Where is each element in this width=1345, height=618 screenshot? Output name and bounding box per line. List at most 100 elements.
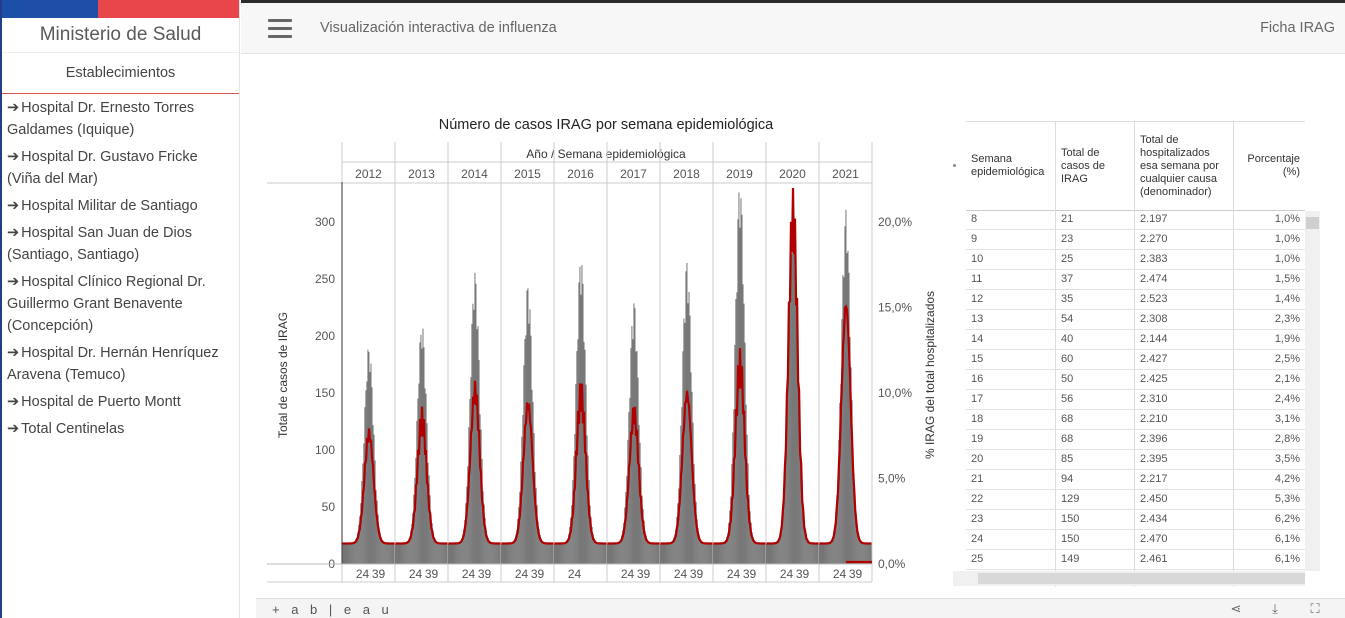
bar	[705, 543, 707, 564]
table-row[interactable]: 15 60 2.427 2,5%	[966, 350, 1305, 370]
bar	[826, 543, 828, 564]
bar	[504, 543, 505, 564]
bar	[870, 543, 872, 564]
bar	[800, 475, 802, 564]
table-row[interactable]: 8 21 2.197 1,0%	[966, 210, 1305, 230]
table-row[interactable]: 19 68 2.396 2,8%	[966, 430, 1305, 450]
bar	[651, 543, 653, 564]
table-row[interactable]: 17 56 2.310 2,4%	[966, 390, 1305, 410]
download-icon[interactable]: ⤓	[1272, 601, 1278, 616]
table-cell: 18	[971, 413, 984, 425]
bar	[777, 541, 779, 564]
chart-svg[interactable]: Número de casos IRAG por semana epidemio…	[262, 110, 942, 590]
table-cell: 4,2%	[1233, 470, 1305, 489]
bar	[378, 527, 380, 564]
bar	[487, 538, 489, 564]
bar	[412, 513, 414, 564]
table-cell: 6,2%	[1233, 510, 1305, 529]
sidebar-item-7[interactable]: ➔ Total Centinelas	[7, 418, 239, 445]
bar	[756, 543, 758, 564]
bar	[486, 534, 488, 564]
sidebar-item-3[interactable]: ➔ Hospital San Juan de Dios (Santiago, Sa…	[7, 222, 239, 271]
table-row[interactable]: 9 23 2.270 1,0%	[966, 230, 1305, 250]
vertical-scrollbar[interactable]	[1305, 211, 1320, 571]
bar	[819, 543, 820, 564]
table-cell: 2.450	[1134, 490, 1233, 509]
bar	[344, 543, 345, 564]
y-axis-label: Total de casos de IRAG	[276, 312, 290, 438]
bar	[827, 543, 829, 564]
bar	[622, 530, 624, 564]
bar	[677, 503, 679, 564]
table-cell: 13	[971, 313, 984, 325]
bar	[716, 543, 717, 564]
bar	[841, 319, 843, 564]
bar	[361, 480, 363, 564]
bar	[370, 363, 372, 564]
table-row[interactable]: 13 54 2.308 2,3%	[966, 310, 1305, 330]
bar	[634, 308, 636, 564]
bar	[790, 236, 792, 564]
y-tick-label: 100	[315, 443, 335, 457]
bar	[418, 383, 420, 564]
share-icon[interactable]: ⋖	[1230, 601, 1242, 616]
bar	[669, 543, 671, 564]
bar	[565, 542, 567, 564]
bar	[537, 521, 539, 564]
table-row[interactable]: 25 149 2.461 6,1%	[966, 550, 1305, 570]
bar	[759, 543, 761, 564]
week-tick-label: 24	[356, 567, 370, 581]
table-row[interactable]: 11 37 2.474 1,5%	[966, 270, 1305, 290]
tableau-logo[interactable]: + a b | e a u	[272, 602, 393, 617]
top-bar: Visualización interactiva de influenza F…	[241, 0, 1345, 54]
bar	[729, 510, 731, 564]
table-cell: 1,0%	[1233, 250, 1305, 269]
sidebar-item-5[interactable]: ➔ Hospital Dr. Hernán Henríquez Aravena (…	[7, 342, 239, 391]
horizontal-scrollbar[interactable]	[953, 571, 1305, 586]
year-label-2016: 2016	[567, 167, 594, 181]
table-row[interactable]: 24 150 2.470 6,1%	[966, 530, 1305, 550]
bar	[864, 543, 866, 564]
table-row[interactable]: 20 85 2.395 3,5%	[966, 450, 1305, 470]
sidebar-item-4[interactable]: ➔ Hospital Clínico Regional Dr. Guillermo…	[7, 271, 239, 342]
bar	[811, 543, 813, 564]
table-row[interactable]: 21 94 2.217 4,2%	[966, 470, 1305, 490]
bar	[451, 543, 452, 564]
horizontal-scroll-thumb[interactable]	[978, 573, 1305, 584]
bar	[416, 420, 418, 564]
bar	[602, 543, 604, 564]
bar	[618, 542, 620, 564]
bar	[489, 542, 491, 564]
table-row[interactable]: 14 40 2.144 1,9%	[966, 330, 1305, 350]
arrow-right-icon: ➔	[7, 421, 20, 437]
ficha-irag-link[interactable]: Ficha IRAG	[1260, 20, 1335, 36]
bar	[346, 543, 347, 564]
bar	[420, 334, 422, 564]
sidebar-item-1[interactable]: ➔ Hospital Dr. Gustavo Fricke (Viña del M…	[7, 146, 239, 195]
hamburger-menu-icon[interactable]	[268, 19, 292, 39]
table-row[interactable]: 12 35 2.523 1,4%	[966, 290, 1305, 310]
bar	[403, 543, 405, 564]
bar	[482, 491, 484, 564]
table-row[interactable]: 18 68 2.210 3,1%	[966, 410, 1305, 430]
bar	[512, 542, 514, 564]
table-row[interactable]: 10 25 2.383 1,0%	[966, 250, 1305, 270]
table-row[interactable]: 16 50 2.425 2,1%	[966, 370, 1305, 390]
bar	[696, 519, 698, 564]
sidebar-item-0[interactable]: ➔ Hospital Dr. Ernesto Torres Galdames (I…	[7, 97, 239, 146]
table-row[interactable]: 23 150 2.434 6,2%	[966, 510, 1305, 530]
bar	[398, 543, 399, 564]
bar	[588, 480, 590, 564]
pct-line-2019	[713, 348, 766, 545]
bar	[469, 399, 471, 564]
vertical-scroll-thumb[interactable]	[1306, 217, 1319, 229]
table-row[interactable]: 22 129 2.450 5,3%	[966, 490, 1305, 510]
bar	[554, 543, 555, 564]
table-left-marker	[953, 164, 956, 167]
table-cell: 1,9%	[1233, 330, 1305, 349]
bar	[502, 543, 503, 564]
bar	[806, 540, 808, 564]
fullscreen-icon[interactable]: ⛶	[1310, 601, 1320, 616]
sidebar-item-2[interactable]: ➔ Hospital Militar de Santiago	[7, 195, 239, 222]
sidebar-item-6[interactable]: ➔ Hospital de Puerto Montt	[7, 391, 239, 418]
